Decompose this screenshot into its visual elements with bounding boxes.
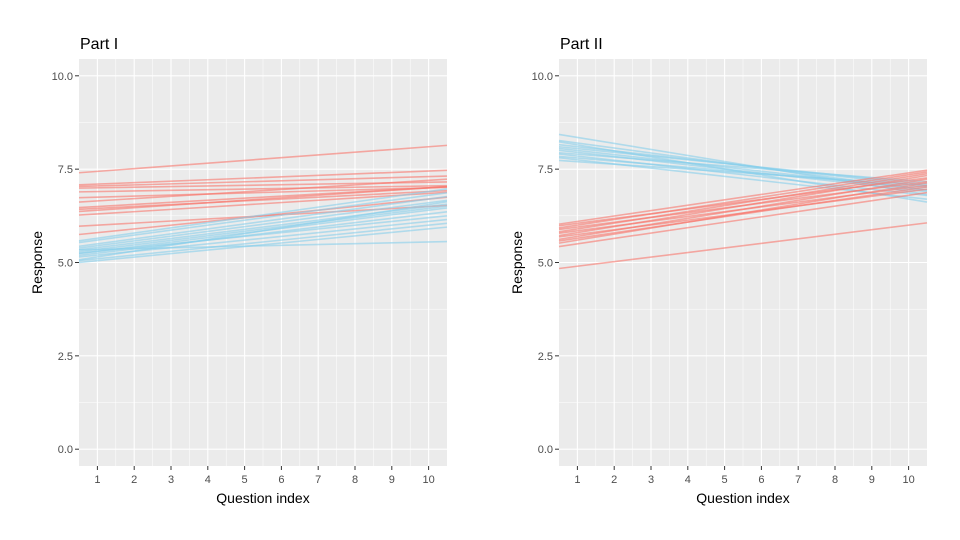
panel-part-i: 1 2 3 4 5 6 7 8 9 10 0.0 2.5 5.0 7.5 10.0 Part I Quest…: [29, 36, 448, 506]
series-line-red: [558, 172, 928, 233]
y-tick-label: 10.0: [532, 71, 553, 83]
x-tick-label: 9: [389, 474, 395, 486]
x-tick-label: 1: [94, 474, 100, 486]
series-line-red: [78, 144, 448, 174]
series-line-blue: [78, 195, 448, 248]
series-line-blue: [78, 200, 448, 261]
series-line-red: [558, 182, 928, 244]
x-tick-label: 5: [242, 474, 248, 486]
series-line-blue: [558, 151, 928, 183]
x-tick-label: 1: [574, 474, 580, 486]
x-tick-label: 2: [131, 474, 137, 486]
series-line-red: [78, 175, 448, 188]
y-tick-label: 7.5: [538, 164, 553, 176]
x-axis-label: Question index: [216, 490, 309, 506]
x-tick-label: 3: [168, 474, 174, 486]
panel-part-ii: 1 2 3 4 5 6 7 8 9 10 0.0 2.5 5.0 7.5 10.0 Part II Ques…: [509, 36, 928, 506]
series-line-red: [558, 191, 928, 248]
x-tick-label: 8: [832, 474, 838, 486]
series-line-red: [558, 186, 928, 242]
series-line-blue: [78, 188, 448, 242]
x-axis-label: Question index: [696, 490, 789, 506]
y-tick-label: 2.5: [538, 351, 553, 363]
series-line-red: [558, 222, 928, 270]
series-line-red: [558, 171, 928, 229]
panel-title: Part I: [80, 36, 118, 53]
y-tick-label: 7.5: [58, 164, 73, 176]
axes: 1 2 3 4 5 6 7 8 9 10 0.0 2.5 5.0 7.5 10.0: [532, 71, 915, 486]
x-tick-label: 8: [352, 474, 358, 486]
series-line-red: [78, 196, 448, 236]
x-tick-label: 10: [422, 474, 434, 486]
series-line-blue: [78, 240, 448, 251]
series-line-red: [558, 174, 928, 237]
x-tick-label: 7: [795, 474, 801, 486]
x-tick-label: 9: [869, 474, 875, 486]
series-line-blue: [558, 155, 928, 189]
x-tick-label: 6: [278, 474, 284, 486]
x-tick-label: 4: [205, 474, 211, 486]
series-line-red: [558, 178, 928, 241]
x-tick-label: 10: [902, 474, 914, 486]
series-line-blue: [78, 192, 448, 244]
grid: [559, 59, 927, 466]
series-line-red: [558, 169, 928, 225]
series-line-red: [78, 169, 448, 186]
y-tick-label: 0.0: [538, 444, 553, 456]
panel-title: Part II: [560, 36, 603, 53]
x-tick-label: 7: [315, 474, 321, 486]
y-tick-label: 10.0: [52, 71, 73, 83]
y-axis-label: Response: [509, 231, 525, 294]
axes: 1 2 3 4 5 6 7 8 9 10 0.0 2.5 5.0 7.5 10.0: [52, 71, 435, 486]
y-axis-label: Response: [29, 231, 45, 294]
x-tick-label: 6: [758, 474, 764, 486]
series-line-red: [78, 184, 448, 193]
series-line-red: [78, 189, 448, 211]
x-tick-label: 2: [611, 474, 617, 486]
series-line-blue: [558, 145, 928, 185]
x-tick-label: 4: [685, 474, 691, 486]
series-line-red: [78, 178, 448, 203]
series-line-blue: [78, 222, 448, 262]
series-line-blue: [78, 205, 448, 253]
x-tick-label: 3: [648, 474, 654, 486]
series-lines: [558, 133, 928, 270]
grid: [79, 59, 447, 466]
series-line-red: [78, 191, 448, 216]
y-tick-label: 0.0: [58, 444, 73, 456]
series-line-red: [78, 186, 448, 199]
x-tick-label: 5: [722, 474, 728, 486]
y-tick-label: 5.0: [538, 258, 553, 270]
series-line-blue: [78, 215, 448, 254]
y-tick-label: 2.5: [58, 351, 73, 363]
series-line-blue: [78, 226, 448, 264]
series-line-blue: [78, 199, 448, 249]
series-line-red: [78, 185, 448, 213]
y-tick-label: 5.0: [58, 258, 73, 270]
series-lines: [78, 144, 448, 264]
